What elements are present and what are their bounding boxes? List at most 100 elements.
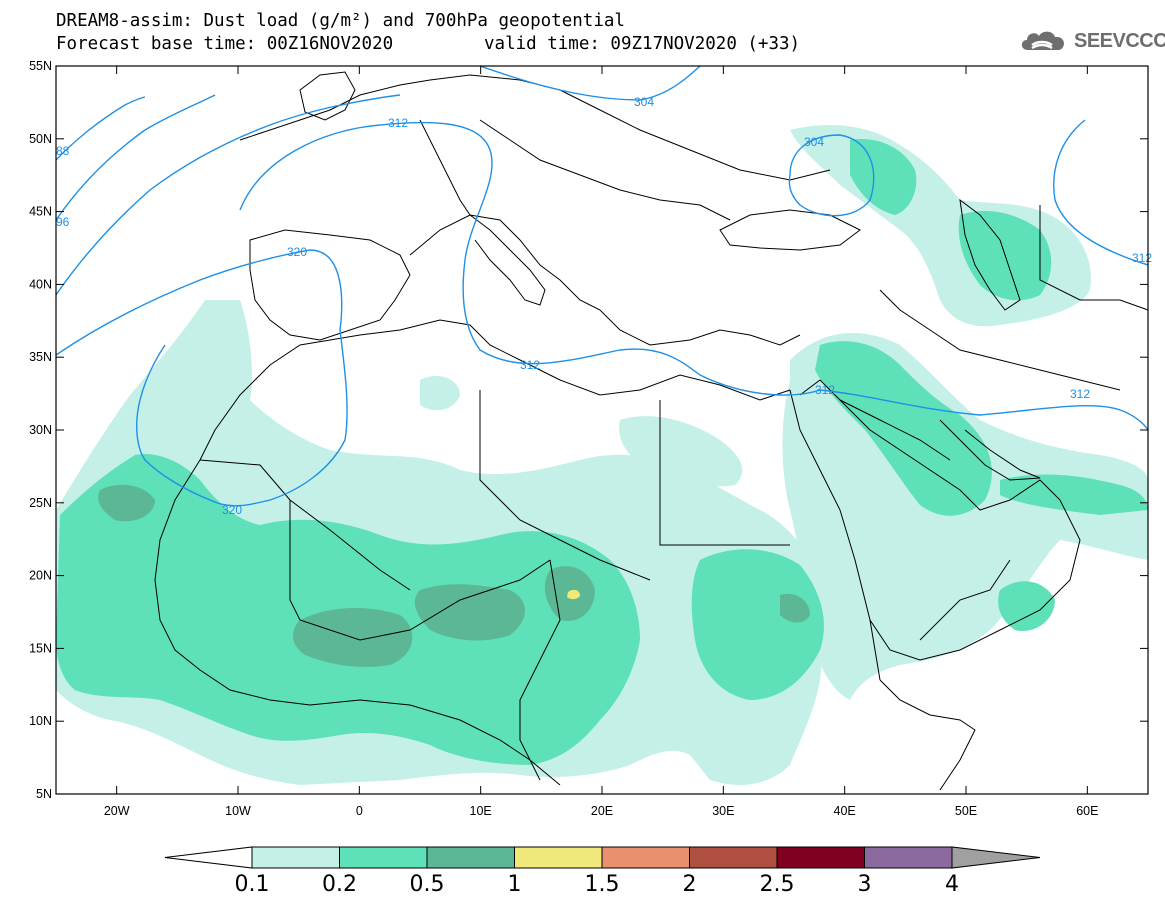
border-sahara-1 bbox=[199, 459, 411, 591]
contour-west-2 bbox=[56, 94, 216, 221]
lon-label: 20W bbox=[104, 804, 130, 818]
contour-label: 312 bbox=[1070, 387, 1090, 401]
border-arabia-1 bbox=[839, 399, 951, 461]
lat-label: 55N bbox=[29, 59, 52, 73]
colorbar-level-label: 0.1 bbox=[234, 872, 270, 897]
colorbar-level-label: 3 bbox=[857, 872, 872, 897]
border-sahel bbox=[519, 559, 561, 781]
contour-label: 312 bbox=[1132, 251, 1152, 265]
colorbar-level-label: 4 bbox=[945, 872, 959, 897]
dust-area-medium-arabia bbox=[998, 581, 1055, 631]
contour-label: 312 bbox=[815, 383, 835, 397]
contour-label: 96 bbox=[56, 215, 70, 229]
longitude-labels: 20W 10W 0 10E 20E 30E 40E 50E 60E bbox=[104, 804, 1099, 818]
coastline-northern-europe bbox=[239, 74, 561, 141]
lon-label: 60E bbox=[1076, 804, 1098, 818]
dust-area-light-egypt bbox=[619, 416, 743, 487]
logo-text: SEEVCCC bbox=[1074, 29, 1165, 52]
dust-area-medium-gulf-coast bbox=[1000, 474, 1148, 515]
lon-label: 10E bbox=[470, 804, 492, 818]
lat-label: 50N bbox=[29, 132, 52, 146]
contour-label: 320 bbox=[287, 245, 307, 259]
border-europe-1 bbox=[479, 119, 731, 221]
colorbar bbox=[164, 846, 1041, 869]
map-subtitle: Forecast base time: 00Z16NOV2020 valid ti… bbox=[56, 34, 800, 54]
colorbar-level-label: 0.5 bbox=[409, 872, 445, 897]
coastline-horn bbox=[879, 679, 976, 791]
lat-label: 20N bbox=[29, 569, 52, 583]
colorbar-swatch bbox=[601, 846, 690, 869]
coastline-italy bbox=[469, 214, 546, 306]
dust-area-medium-sudan bbox=[691, 549, 824, 700]
base-time: Forecast base time: 00Z16NOV2020 bbox=[56, 34, 394, 54]
colorbar-over-triangle bbox=[951, 846, 1041, 869]
dust-area-medium-iraq bbox=[815, 341, 992, 516]
contour-label: 312 bbox=[520, 358, 540, 372]
contour-304-black-sea bbox=[788, 134, 875, 217]
colorbar-swatch bbox=[689, 846, 778, 869]
border-sahara-4 bbox=[289, 500, 551, 641]
contour-320-north-africa bbox=[56, 249, 348, 507]
cloud-icon bbox=[1021, 31, 1065, 50]
contour-west-1 bbox=[56, 94, 401, 296]
map-title: DREAM8-assim: Dust load (g/m²) and 700hP… bbox=[56, 11, 625, 31]
lon-label: 20E bbox=[591, 804, 613, 818]
contour-label: 312 bbox=[388, 116, 408, 130]
colorbar-swatch bbox=[864, 846, 953, 869]
lat-label: 25N bbox=[29, 496, 52, 510]
valid-time: valid time: 09Z17NOV2020 (+33) bbox=[484, 34, 801, 54]
dust-load-field bbox=[56, 125, 1148, 785]
dust-area-medium-ukraine bbox=[850, 139, 917, 215]
colorbar-level-label: 2.5 bbox=[759, 872, 795, 897]
coastlines-and-borders bbox=[154, 71, 1148, 791]
latitude-labels: 55N 50N 45N 40N 35N 30N 25N 20N 15N 10N 5N bbox=[29, 59, 52, 801]
lat-label: 35N bbox=[29, 350, 52, 364]
lon-label: 40E bbox=[834, 804, 856, 818]
coastline-europe-south bbox=[409, 214, 801, 346]
coastline-arabia bbox=[799, 379, 1081, 661]
contour-label: 304 bbox=[804, 135, 824, 149]
lat-label: 10N bbox=[29, 714, 52, 728]
border-arabia-2 bbox=[919, 559, 1011, 641]
colorbar-swatch bbox=[776, 846, 865, 869]
coastline-west-africa bbox=[154, 459, 561, 786]
lon-label: 0 bbox=[356, 804, 363, 818]
contour-304-north bbox=[479, 66, 701, 101]
lon-label: 10W bbox=[225, 804, 251, 818]
contour-west-3 bbox=[56, 96, 146, 161]
axis-ticks bbox=[56, 65, 1148, 795]
border-europe-3 bbox=[559, 89, 831, 181]
contour-312-europe bbox=[239, 121, 1148, 431]
colorbar-swatch bbox=[339, 846, 428, 869]
dust-area-light-caspian bbox=[790, 125, 1091, 327]
lon-label: 50E bbox=[955, 804, 977, 818]
dust-area-yellow-spot bbox=[567, 589, 580, 600]
coastline-iberia bbox=[249, 229, 411, 341]
dust-area-dark-atlantic bbox=[98, 484, 155, 522]
lat-label: 5N bbox=[36, 787, 52, 801]
colorbar-level-label: 1.5 bbox=[584, 872, 620, 897]
contour-label: 88 bbox=[56, 144, 70, 158]
lat-label: 40N bbox=[29, 277, 52, 291]
colorbar-under-triangle bbox=[164, 846, 253, 869]
contour-label: 320 bbox=[222, 503, 242, 517]
colorbar-swatch bbox=[426, 846, 515, 869]
colorbar-level-label: 1 bbox=[507, 872, 522, 897]
border-europe-2 bbox=[419, 119, 471, 216]
lon-label: 30E bbox=[712, 804, 734, 818]
border-middle-east bbox=[879, 289, 1121, 391]
contour-east bbox=[1053, 119, 1148, 266]
geopotential-contours bbox=[56, 66, 1148, 507]
lat-label: 15N bbox=[29, 641, 52, 655]
dust-area-dark-sudan bbox=[780, 593, 810, 623]
seevccc-logo: SEEVCCC bbox=[1018, 26, 1165, 56]
coastline-north-africa bbox=[199, 319, 791, 461]
lat-label: 30N bbox=[29, 423, 52, 437]
coastline-caspian bbox=[959, 198, 1021, 311]
border-east bbox=[1039, 205, 1148, 311]
dust-area-light-sahara-patch bbox=[420, 375, 460, 411]
contour-label: 304 bbox=[634, 95, 654, 109]
colorbar-level-label: 2 bbox=[682, 872, 697, 897]
colorbar-level-label: 0.2 bbox=[322, 872, 357, 897]
